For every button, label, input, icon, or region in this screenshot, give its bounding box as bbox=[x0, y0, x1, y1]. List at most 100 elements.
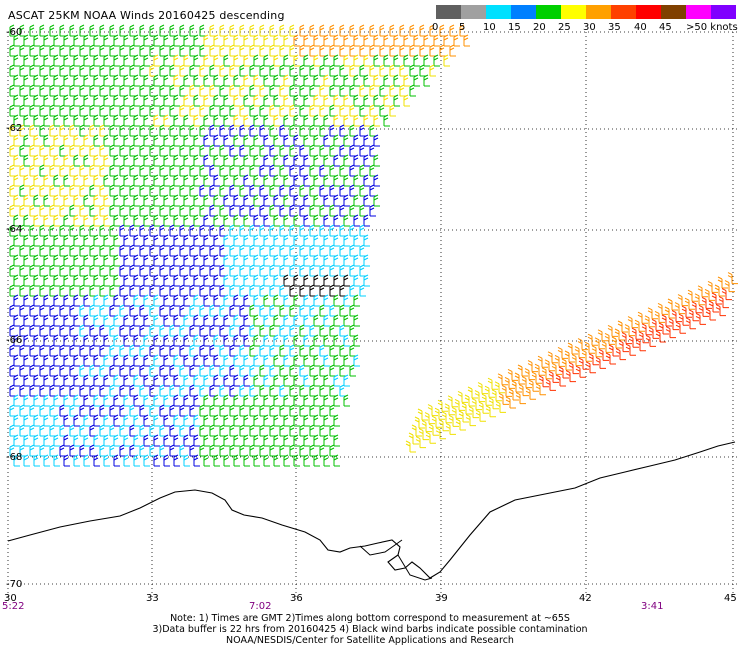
wind-barb bbox=[263, 314, 270, 327]
wind-barb bbox=[219, 344, 226, 357]
wind-barb bbox=[359, 104, 366, 117]
wind-barb bbox=[119, 164, 126, 177]
wind-barb bbox=[109, 264, 116, 277]
wind-barb bbox=[625, 343, 636, 356]
wind-barb bbox=[233, 414, 240, 427]
wind-barb bbox=[259, 384, 266, 397]
wind-barb bbox=[249, 144, 256, 157]
wind-barb bbox=[481, 393, 492, 406]
wind-barb bbox=[329, 284, 336, 297]
wind-barb bbox=[514, 372, 525, 385]
wind-barb bbox=[229, 424, 236, 437]
wind-barb bbox=[269, 44, 276, 57]
wind-barb bbox=[343, 334, 350, 347]
wind-barb bbox=[193, 454, 200, 467]
wind-barb bbox=[33, 34, 40, 47]
wind-barb bbox=[293, 394, 300, 407]
wind-barb bbox=[269, 364, 276, 377]
wind-barb bbox=[43, 234, 50, 247]
pass-time: 3:41 bbox=[641, 601, 664, 612]
wind-barb bbox=[123, 354, 130, 367]
wind-barb bbox=[239, 284, 246, 297]
wind-barb bbox=[461, 402, 472, 415]
wind-barb bbox=[389, 24, 396, 37]
wind-barb bbox=[449, 24, 456, 37]
wind-barb bbox=[259, 264, 266, 277]
wind-barb bbox=[93, 274, 100, 287]
wind-barb bbox=[309, 204, 316, 217]
wind-barb bbox=[139, 44, 146, 57]
wind-barb bbox=[59, 64, 66, 77]
wind-barb bbox=[353, 214, 360, 227]
wind-barb bbox=[169, 104, 176, 117]
wind-barb bbox=[183, 194, 190, 207]
wind-barb bbox=[29, 164, 36, 177]
wind-barb bbox=[329, 344, 336, 357]
wind-barb bbox=[243, 314, 250, 327]
wind-barb bbox=[99, 144, 106, 157]
wind-barb bbox=[69, 164, 76, 177]
wind-barb bbox=[273, 234, 280, 247]
wind-barb bbox=[289, 144, 296, 157]
wind-barb bbox=[199, 164, 206, 177]
wind-barb bbox=[213, 254, 220, 267]
wind-barb bbox=[313, 434, 320, 447]
wind-barb bbox=[213, 454, 220, 467]
wind-barb bbox=[289, 404, 296, 417]
wind-barb bbox=[203, 434, 210, 447]
wind-barb bbox=[79, 164, 86, 177]
wind-barb bbox=[409, 24, 416, 37]
wind-barb bbox=[229, 24, 236, 37]
wind-barb bbox=[203, 314, 210, 327]
wind-barb bbox=[29, 284, 36, 297]
wind-barb bbox=[203, 194, 210, 207]
wind-barb bbox=[249, 84, 256, 97]
wind-barb bbox=[173, 434, 180, 447]
wind-barb bbox=[13, 34, 20, 47]
wind-barb bbox=[243, 414, 250, 427]
wind-barb bbox=[363, 134, 370, 147]
wind-barb bbox=[349, 204, 356, 217]
wind-barb bbox=[263, 294, 270, 307]
wind-barb bbox=[83, 94, 90, 107]
wind-barb bbox=[319, 424, 326, 437]
wind-barb bbox=[153, 134, 160, 147]
wind-barb bbox=[249, 284, 256, 297]
wind-barb bbox=[263, 274, 270, 287]
wind-barb bbox=[119, 284, 126, 297]
wind-barb bbox=[169, 164, 176, 177]
wind-barb bbox=[611, 336, 622, 349]
wind-barb bbox=[153, 394, 160, 407]
wind-barb bbox=[323, 394, 330, 407]
wind-barb bbox=[223, 74, 230, 87]
wind-barb bbox=[39, 304, 46, 317]
wind-barb bbox=[283, 314, 290, 327]
wind-barb bbox=[333, 34, 340, 47]
wind-barb bbox=[119, 224, 126, 237]
wind-barb bbox=[213, 434, 220, 447]
wind-barb bbox=[149, 244, 156, 257]
wind-barb bbox=[239, 164, 246, 177]
wind-barb bbox=[9, 84, 16, 97]
wind-barb bbox=[249, 264, 256, 277]
wind-barb bbox=[73, 234, 80, 247]
wind-barb bbox=[119, 64, 126, 77]
wind-barb bbox=[448, 414, 459, 427]
wind-barb bbox=[353, 154, 360, 167]
wind-barb bbox=[323, 134, 330, 147]
wind-barb bbox=[139, 204, 146, 217]
wind-barb bbox=[229, 344, 236, 357]
wind-barb bbox=[303, 214, 310, 227]
wind-barb bbox=[69, 184, 76, 197]
wind-barb bbox=[213, 234, 220, 247]
wind-barb bbox=[343, 234, 350, 247]
wind-barb bbox=[49, 324, 56, 337]
wind-barb bbox=[83, 254, 90, 267]
wind-barb bbox=[319, 164, 326, 177]
wind-barb bbox=[323, 254, 330, 267]
wind-barb bbox=[628, 335, 639, 348]
wind-barb bbox=[69, 204, 76, 217]
wind-barb bbox=[39, 444, 46, 457]
wind-barb bbox=[39, 404, 46, 417]
wind-barb bbox=[299, 424, 306, 437]
